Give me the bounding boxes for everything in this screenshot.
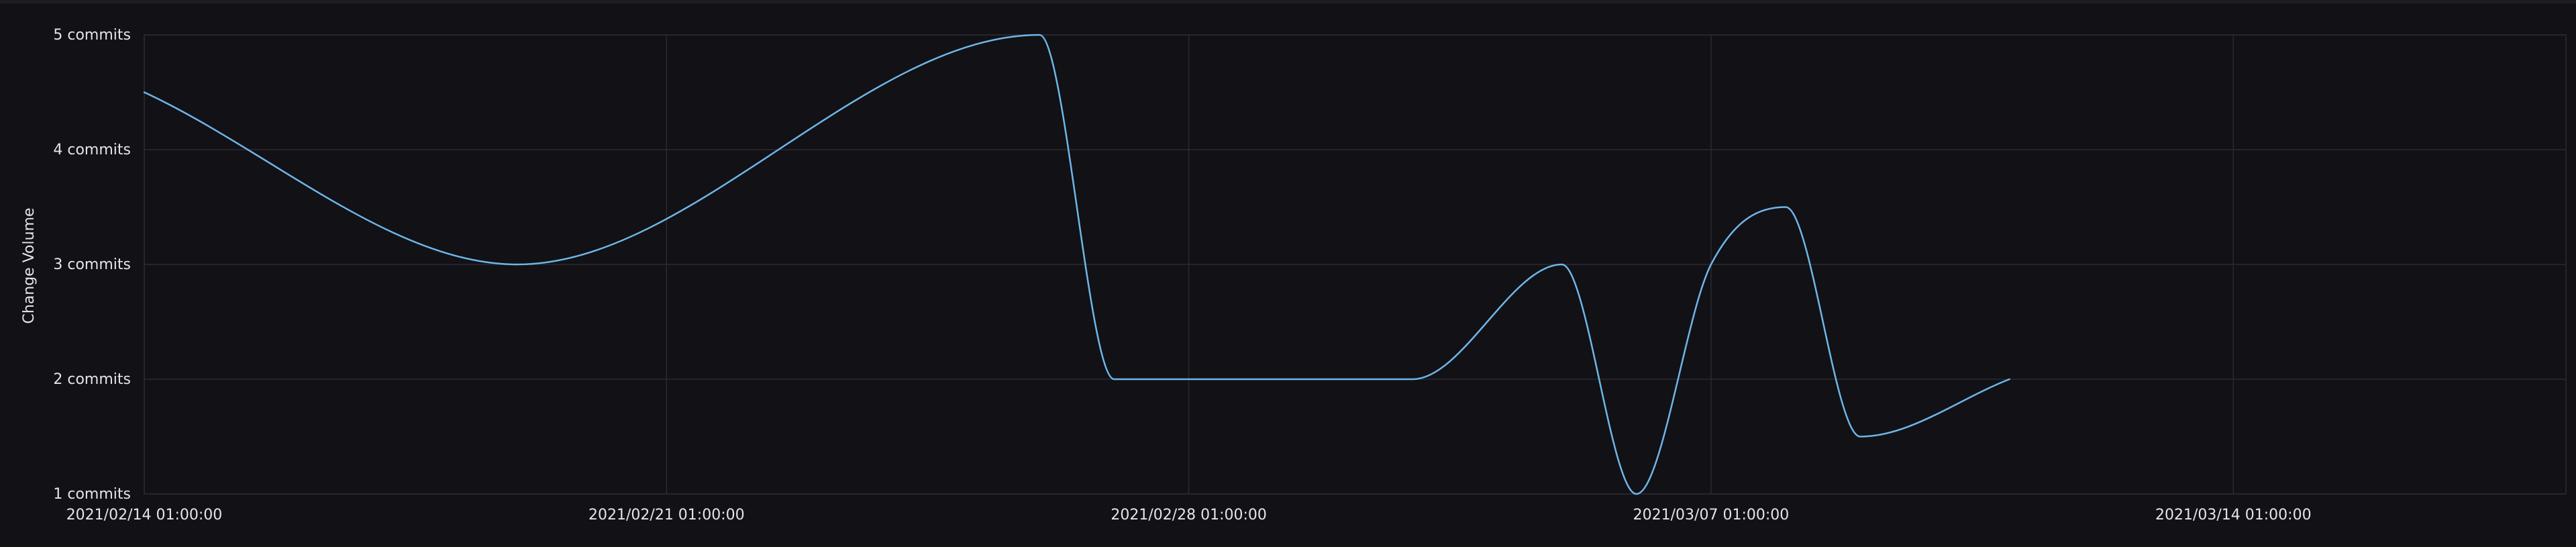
data-point bbox=[1783, 205, 1788, 210]
data-point bbox=[515, 262, 520, 267]
data-point bbox=[142, 90, 147, 95]
y-tick-label: 4 commits bbox=[53, 142, 131, 158]
x-axis: 2021/02/14 01:00:00 2021/02/21 01:00:00 20… bbox=[66, 507, 2312, 524]
x-tick-label: 2021/03/07 01:00:00 bbox=[1633, 507, 1790, 524]
x-tick-label: 2021/02/28 01:00:00 bbox=[1111, 507, 1267, 524]
y-tick-label: 1 commits bbox=[53, 486, 131, 503]
y-tick-label: 2 commits bbox=[53, 371, 131, 388]
data-point bbox=[1410, 377, 1415, 382]
data-point bbox=[2007, 377, 2012, 382]
data-point bbox=[1559, 262, 1565, 267]
series-line bbox=[143, 34, 2010, 495]
panel-top-border bbox=[0, 0, 2576, 3]
y-tick-label: 3 commits bbox=[53, 256, 131, 273]
y-axis-title: Change Volume bbox=[21, 207, 38, 324]
data-point bbox=[1857, 434, 1863, 440]
x-tick-label: 2021/02/14 01:00:00 bbox=[66, 507, 223, 524]
data-point bbox=[1037, 32, 1042, 38]
x-tick-label: 2021/02/21 01:00:00 bbox=[588, 507, 745, 524]
data-point bbox=[1111, 377, 1117, 382]
data-point bbox=[1634, 491, 1639, 497]
y-tick-label: 5 commits bbox=[53, 27, 131, 44]
x-tick-label: 2021/03/14 01:00:00 bbox=[2155, 507, 2312, 524]
series-layer bbox=[143, 34, 2010, 495]
data-point bbox=[1708, 262, 1714, 267]
grid bbox=[144, 34, 2567, 495]
y-axis: 5 commits 4 commits 3 commits 2 commits 1 co… bbox=[53, 27, 131, 503]
